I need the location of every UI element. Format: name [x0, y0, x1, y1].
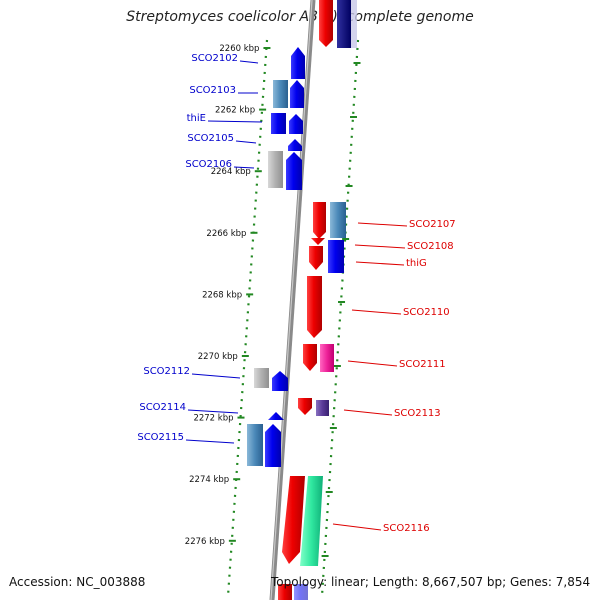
gene-label-SCO2114[interactable]: SCO2114 — [139, 402, 186, 413]
leader-line — [207, 120, 263, 123]
scale-tick: 2268 kbp — [202, 290, 254, 300]
leader-line — [233, 166, 255, 169]
accession-label: Accession: NC_003888 — [9, 575, 146, 589]
genome-axis-highlight — [270, 0, 313, 600]
gene-labels: SCO2102 SCO2103 thiE SCO2105 SCO2106 SCO2112 S… — [137, 53, 455, 534]
scale-tick: 2264 kbp — [211, 167, 262, 177]
topology-info: Topology: linear; Length: 8,667,507 bp; … — [271, 575, 591, 589]
leader-line — [239, 60, 259, 64]
gene-label-SCO2107[interactable]: SCO2107 — [409, 219, 456, 230]
gene-label-SCO2106[interactable]: SCO2106 — [185, 159, 232, 170]
scale-tick-label: 2272 kbp — [193, 414, 233, 424]
left-scale-guide — [226, 39, 269, 597]
scale-ticks: 2260 kbp 2262 kbp 2264 kbp 2266 kbp 2268 kbp… — [185, 44, 361, 557]
offscreen-gene-bottom — [278, 584, 308, 600]
gene-shape-SCO2112[interactable] — [254, 368, 288, 391]
leader-line — [343, 409, 393, 416]
gene-label-thiG[interactable]: thiG — [406, 258, 427, 269]
scale-tick: 2270 kbp — [198, 352, 249, 362]
gene-label-SCO2111[interactable]: SCO2111 — [399, 359, 446, 370]
leader-line — [332, 523, 382, 531]
gene-shape-SCO2110[interactable] — [307, 276, 322, 338]
gene-label-SCO2113[interactable]: SCO2113 — [394, 408, 441, 419]
scale-tick-label: 2266 kbp — [206, 229, 246, 239]
scale-tick: 2262 kbp — [215, 106, 267, 116]
gene-shape-SCO2111[interactable] — [303, 344, 334, 372]
gene-label-SCO2102[interactable]: SCO2102 — [191, 53, 238, 64]
scale-tick-label: 2262 kbp — [215, 106, 255, 116]
right-scale-guide — [320, 39, 360, 597]
leader-line — [235, 140, 257, 144]
gene-shape-SCO2115[interactable] — [247, 424, 281, 467]
leader-line — [347, 360, 398, 367]
gene-shape-SCO2107[interactable] — [313, 202, 346, 239]
scale-tick-label: 2276 kbp — [185, 537, 225, 547]
leader-line — [351, 309, 402, 315]
gene-label-SCO2103[interactable]: SCO2103 — [189, 85, 236, 96]
gene-shape-SCO2106[interactable] — [268, 151, 302, 190]
scale-tick-label: 2260 kbp — [219, 44, 259, 54]
scale-tick: 2276 kbp — [185, 537, 236, 547]
leader-line — [354, 244, 406, 249]
scale-tick-label: 2274 kbp — [189, 475, 229, 485]
gene-label-SCO2108[interactable]: SCO2108 — [407, 241, 454, 252]
gene-shape-SCO2114[interactable] — [268, 412, 284, 420]
scale-tick-label: 2268 kbp — [202, 290, 242, 300]
scale-tick: 2260 kbp — [219, 44, 271, 54]
gene-label-SCO2116[interactable]: SCO2116 — [383, 523, 430, 534]
leader-line — [355, 261, 405, 266]
genome-axis — [269, 0, 316, 600]
scale-tick-label: 2264 kbp — [211, 167, 251, 177]
scale-tick: 2274 kbp — [189, 475, 241, 485]
scale-tick: 2266 kbp — [206, 229, 258, 239]
leader-line — [191, 373, 241, 379]
scale-tick-label: 2270 kbp — [198, 352, 238, 362]
gene-label-SCO2105[interactable]: SCO2105 — [187, 133, 234, 144]
gene-shape-thiE[interactable] — [271, 113, 303, 134]
gene-label-SCO2112[interactable]: SCO2112 — [143, 366, 190, 377]
gene-shape-SCO2105[interactable] — [288, 139, 302, 151]
leader-line — [357, 222, 408, 227]
gene-shape-SCO2108[interactable] — [311, 238, 344, 273]
leader-line — [187, 409, 239, 414]
gene-label-SCO2110[interactable]: SCO2110 — [403, 307, 450, 318]
gene-shape-SCO2113[interactable] — [298, 398, 329, 416]
label-leader-lines — [185, 60, 408, 531]
offscreen-gene-top — [319, 0, 357, 48]
gene-shape-SCO2116[interactable] — [282, 476, 323, 566]
gene-shape-SCO2102[interactable] — [291, 47, 305, 79]
gene-shape-SCO2103[interactable] — [273, 80, 304, 108]
gene-label-SCO2115[interactable]: SCO2115 — [137, 432, 184, 443]
gene-shape-thiG[interactable] — [309, 246, 323, 270]
leader-line — [185, 439, 235, 444]
gene-label-thiE[interactable]: thiE — [187, 113, 206, 124]
genome-title: Streptomyces coelicolor A3(2), complete … — [126, 9, 474, 25]
scale-tick: 2272 kbp — [193, 414, 245, 424]
